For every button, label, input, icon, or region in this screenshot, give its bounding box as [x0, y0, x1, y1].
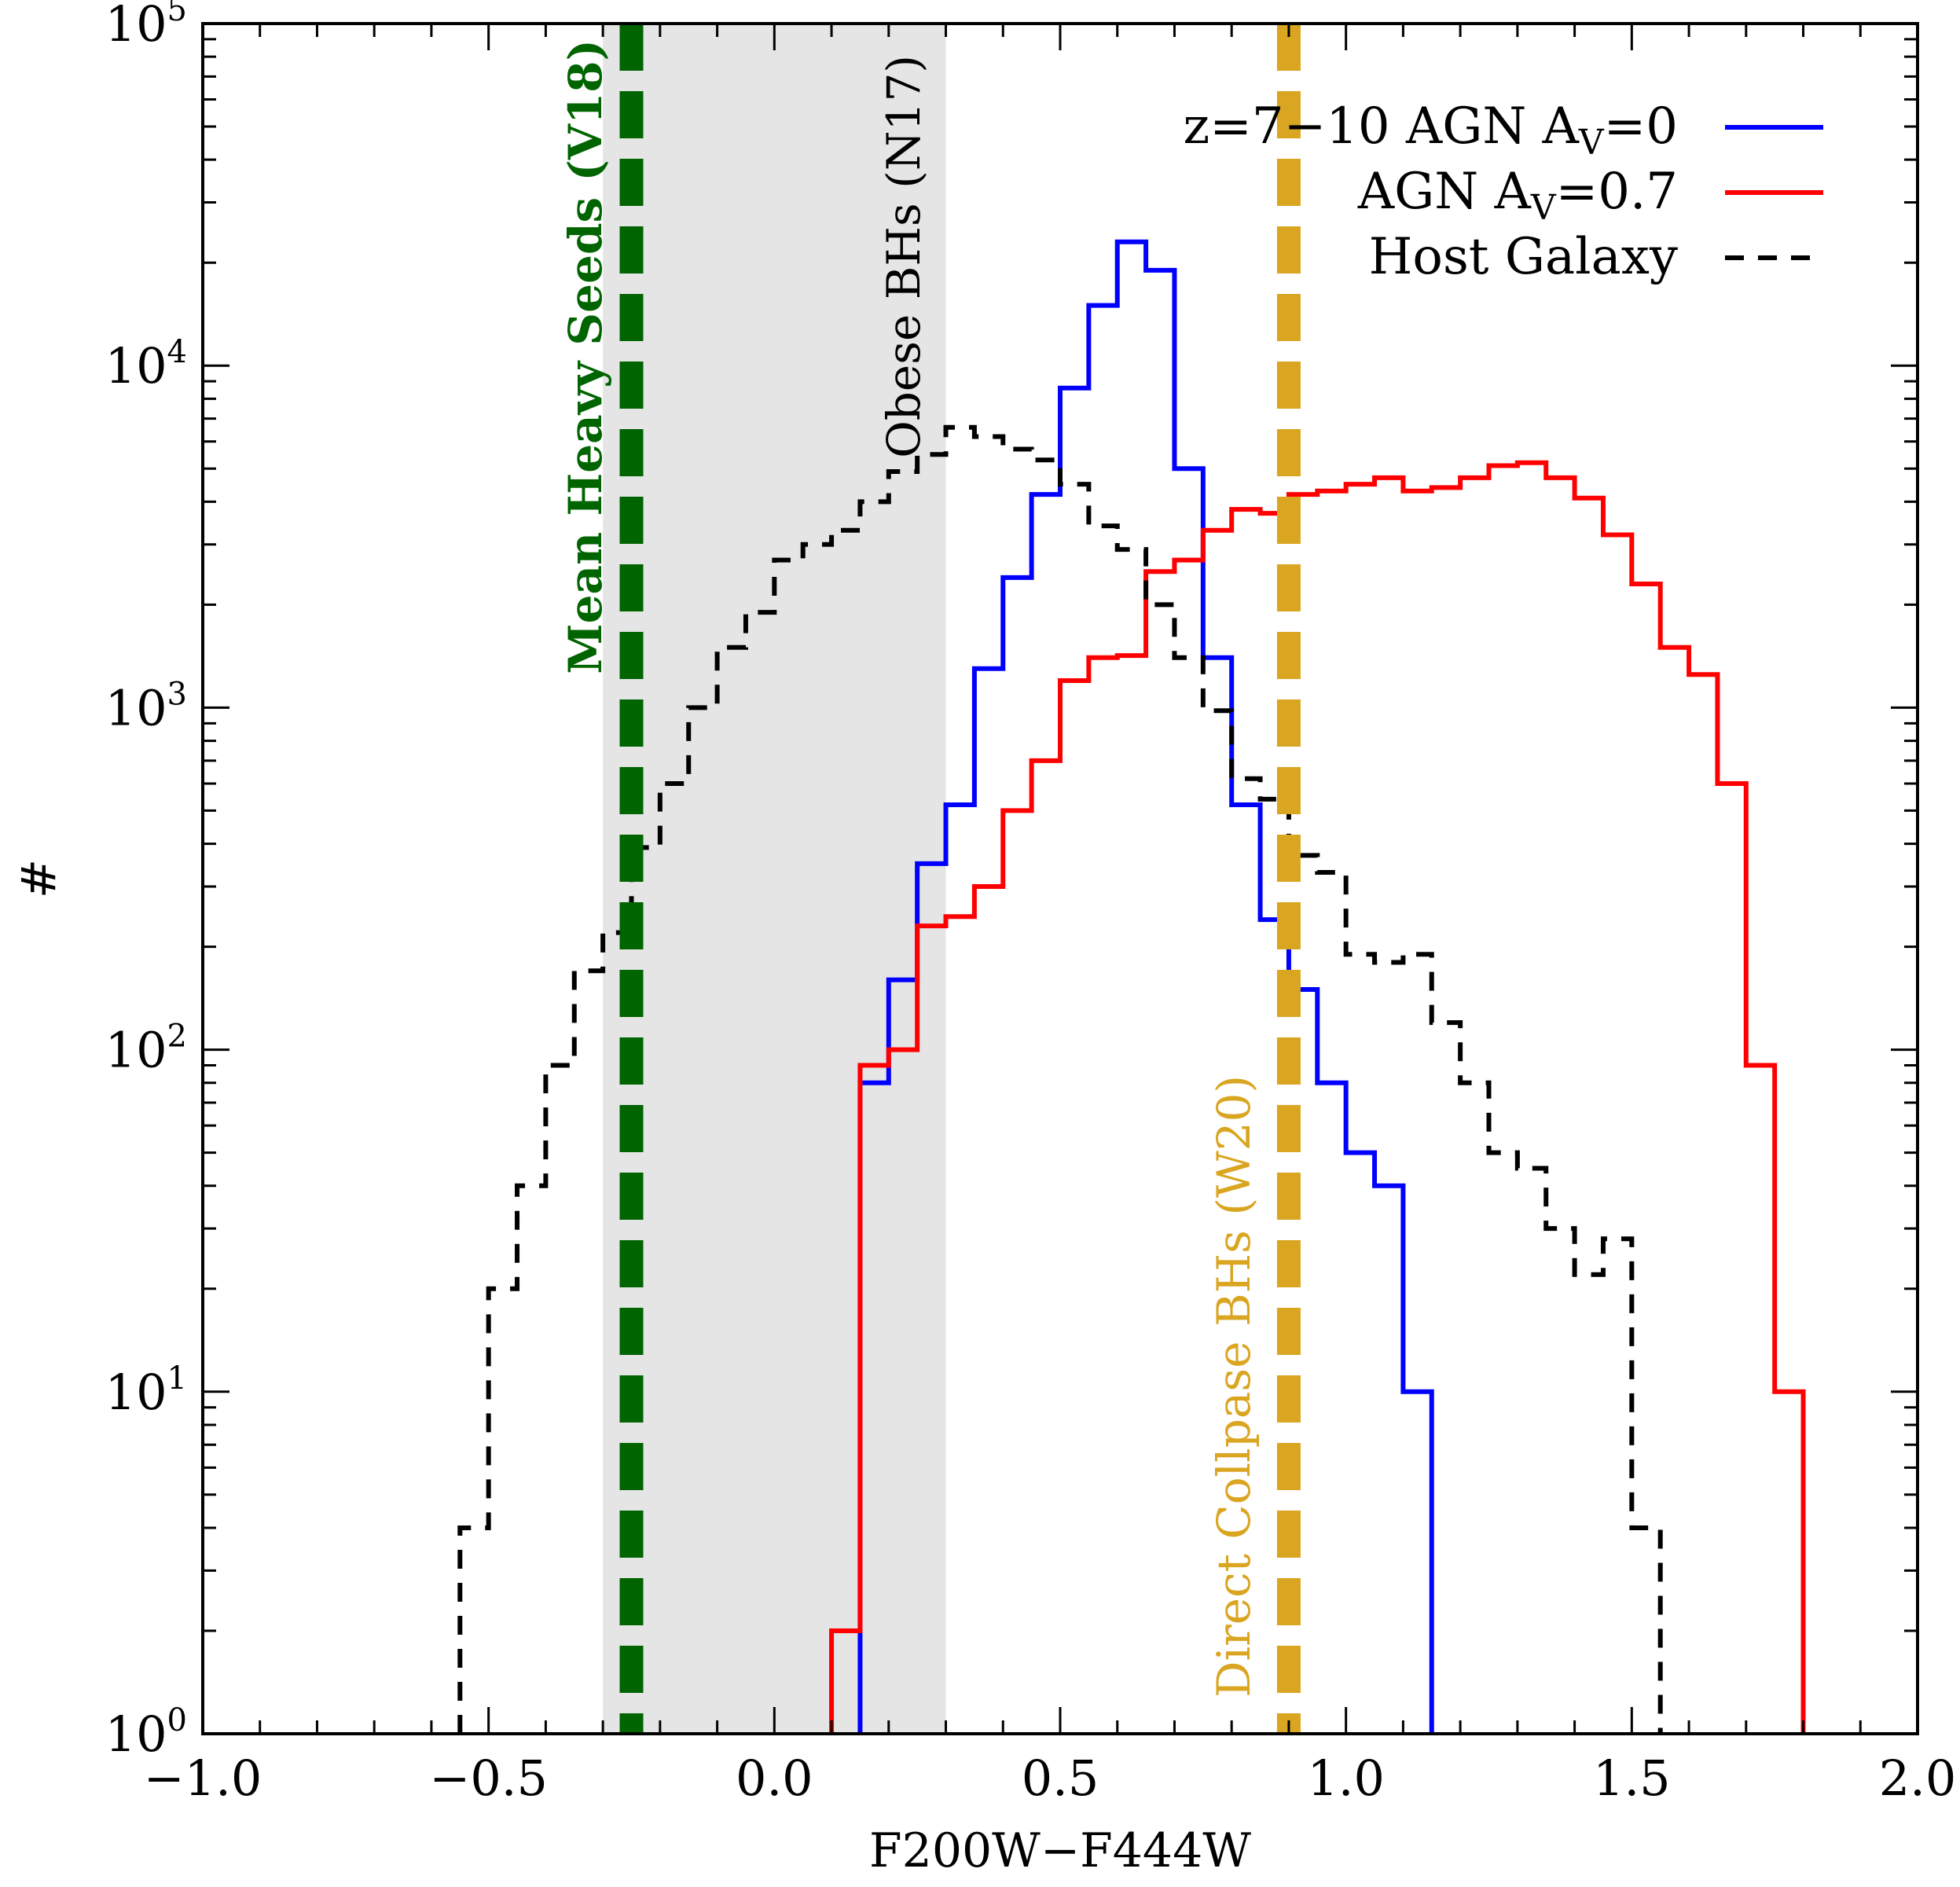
shaded-region — [603, 24, 946, 1734]
x-tick-label: 1.5 — [1593, 1749, 1671, 1807]
shaded-region-layer — [603, 24, 946, 1734]
y-tick-label: 104 — [105, 334, 187, 395]
series-line-0 — [857, 239, 1434, 1734]
axes-layer: −1.0 −0.5 0.0 0.5 1.0 1.5 2.0 100 101 102 103 104 10… — [105, 0, 1957, 1807]
legend-label-0: z=7−10 AGN AV=0 — [1184, 97, 1679, 163]
annotation-2: Direct Collpase BHs (W20) — [1207, 1075, 1261, 1698]
reference-lines-layer — [619, 24, 1301, 1734]
y-tick-label: 105 — [105, 0, 187, 53]
x-tick-label: 2.0 — [1879, 1749, 1957, 1807]
annotation-0: Mean Heavy Seeds (V18) — [559, 39, 612, 674]
y-tick-label: 101 — [105, 1360, 187, 1421]
series-line-1 — [829, 460, 1806, 1734]
x-tick-label: 0.5 — [1022, 1749, 1099, 1807]
y-tick-label: 100 — [105, 1702, 187, 1763]
y-axis-title: # — [12, 859, 67, 898]
x-tick-label: 0.0 — [736, 1749, 813, 1807]
x-tick-label: 1.0 — [1307, 1749, 1385, 1807]
x-axis-title: F200W−F444W — [869, 1823, 1251, 1878]
legend-label-2: Host Galaxy — [1369, 228, 1678, 286]
annotation-layer: Mean Heavy Seeds (V18) Obese BHs (N17) Dir… — [559, 39, 1261, 1698]
x-tick-label: −0.5 — [429, 1749, 548, 1807]
y-tick-label: 102 — [105, 1019, 187, 1079]
annotation-1: Obese BHs (N17) — [877, 55, 930, 458]
x-tick-label: −1.0 — [144, 1749, 262, 1807]
legend-label-1: AGN AV=0.7 — [1357, 163, 1678, 228]
y-tick-label: 103 — [105, 676, 187, 736]
series-line-2 — [457, 424, 1663, 1734]
series-layer — [457, 239, 1806, 1734]
